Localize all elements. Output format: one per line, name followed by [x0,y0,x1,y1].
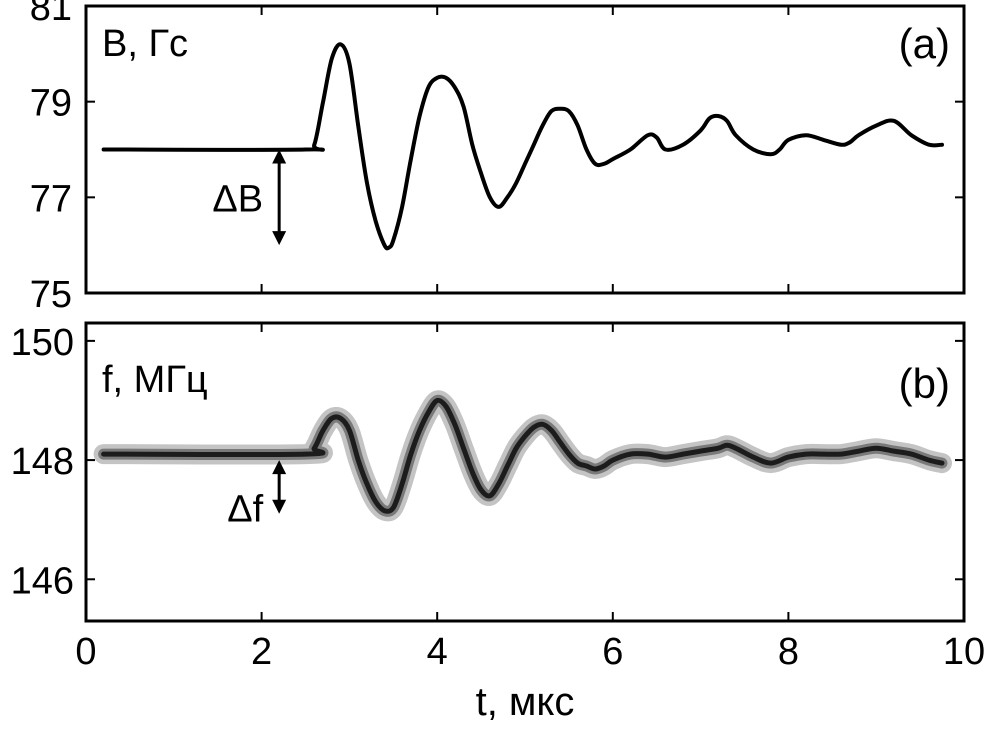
arrow-head-down [272,231,287,246]
x-tick-label: 10 [943,631,985,673]
x-tick-label: 6 [602,631,623,673]
x-tick-label: 2 [251,631,272,673]
x-tick-label: 4 [427,631,448,673]
panel-b-tag: (b) [899,360,950,407]
x-tick-labels: 0 2 4 6 8 10 [75,631,985,673]
panel-b-ticks: 146 148 150 [11,322,965,621]
y-tick-label: 150 [11,322,74,364]
y-tick-label: 148 [11,441,74,483]
panel-a-data-line [101,42,944,251]
panel-b-frame [84,321,966,623]
delta-b-arrow [272,149,287,246]
arrow-head-up [272,149,287,164]
delta-f-label: Δf [227,489,263,531]
panel-b: 146 148 150 f, МГц (b) Δf [11,321,966,623]
x-axis-label: t, мкс [476,680,575,724]
delta-b-label: ΔB [212,178,263,220]
delta-f-arrow [272,460,287,514]
panel-b-data-line [93,390,952,522]
x-tick-label: 0 [75,631,96,673]
y-tick-label: 146 [11,560,74,602]
panel-a-ticks: 75 77 79 81 [30,0,965,316]
y-tick-label: 79 [30,83,72,125]
y-tick-label: 77 [30,178,72,220]
panel-b-ylabel: f, МГц [102,359,208,401]
y-tick-label: 81 [30,0,72,29]
x-tick-label: 8 [778,631,799,673]
panel-b-data-line-core [101,397,945,514]
panel-a: 75 77 79 81 B, Гс (a) ΔB [30,0,966,316]
arrow-head-up [272,460,287,475]
y-tick-label: 75 [30,274,72,316]
panel-a-ylabel: B, Гс [102,23,188,65]
panel-a-tag: (a) [899,20,950,67]
panel-a-frame [84,4,966,295]
arrow-head-down [272,499,287,514]
